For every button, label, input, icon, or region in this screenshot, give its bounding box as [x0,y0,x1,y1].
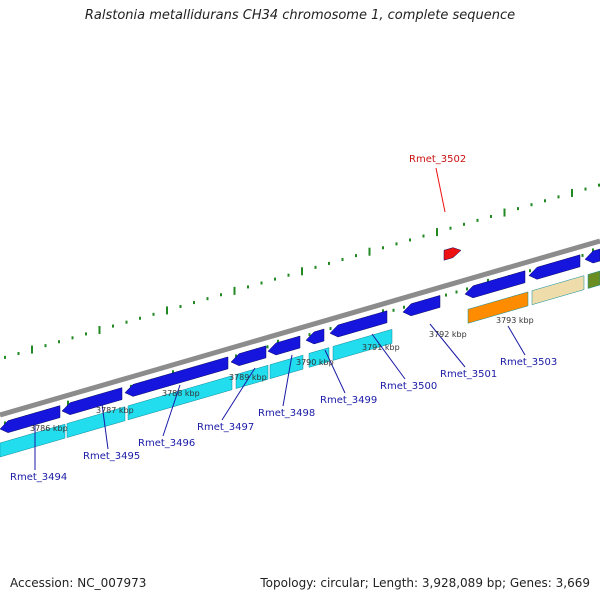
cds-bar [235,364,269,389]
scale-label: 3787 kbp [96,406,134,415]
gene-label: Rmet_3503 [500,357,557,368]
gene-label: Rmet_3500 [380,381,437,392]
outer-tick-ring [4,183,600,359]
leader-line [324,349,346,394]
gene-label: Rmet_3499 [320,395,377,406]
leader-line [429,323,466,368]
cds-bar-olive [587,270,600,289]
cds-bar [0,423,66,458]
gene-label: Rmet_3494 [10,472,67,483]
accession-text: Accession: NC_007973 [10,576,147,590]
scale-label: 3793 kbp [496,316,534,325]
gene-arrow [464,270,526,299]
highlighted-gene-label: Rmet_3502 [409,154,466,165]
gene-arrow [230,345,267,366]
gene-arrow [305,328,325,345]
cds-bar [66,406,126,438]
cds-bar-khaki [531,275,585,306]
gene-label: Rmet_3495 [83,451,140,462]
gene-arrow [528,254,581,280]
gene-arrow [0,405,61,433]
cds-bar [127,375,233,421]
leader-line [371,333,406,380]
gene-arrow [402,295,441,317]
cds-bar [308,347,330,368]
leader-line [162,384,181,437]
leader-line [101,403,109,450]
gene-track [0,247,600,433]
gene-label: Rmet_3496 [138,438,195,449]
leader-line [507,325,526,356]
cds-bar-orange [467,291,529,324]
cds-track [0,270,600,458]
gene-label: Rmet_3497 [197,422,254,433]
scale-label: 3790 kbp [296,358,334,367]
scale-label: 3789 kbp [229,373,267,382]
leader-line [221,367,256,421]
backbone-line [0,238,600,418]
scale-label: 3788 kbp [162,389,200,398]
gene-arrow [584,248,600,264]
chromosome-backbone [0,238,600,418]
gene-arrow [61,387,123,415]
leader-line [282,354,293,407]
scale-label: 3791 kbp [362,343,400,352]
scale-labels: 3786 kbp 3787 kbp 3788 kbp 3789 kbp 3790 kbp… [30,316,534,433]
cds-bar [269,354,304,380]
gene-label: Rmet_3498 [258,408,315,419]
genome-summary-text: Topology: circular; Length: 3,928,089 bp… [260,576,590,590]
label-leaders [34,167,526,470]
highlight-leader-line [435,167,446,213]
gene-arrow [124,356,229,397]
gene-arrow [267,335,301,356]
highlighted-gene-arrow [443,247,462,261]
scale-label: 3786 kbp [30,424,68,433]
map-title: Ralstonia metallidurans CH34 chromosome … [84,8,516,23]
gene-arrow [329,310,388,338]
scale-label: 3792 kbp [429,330,467,339]
gene-label: Rmet_3501 [440,369,497,380]
